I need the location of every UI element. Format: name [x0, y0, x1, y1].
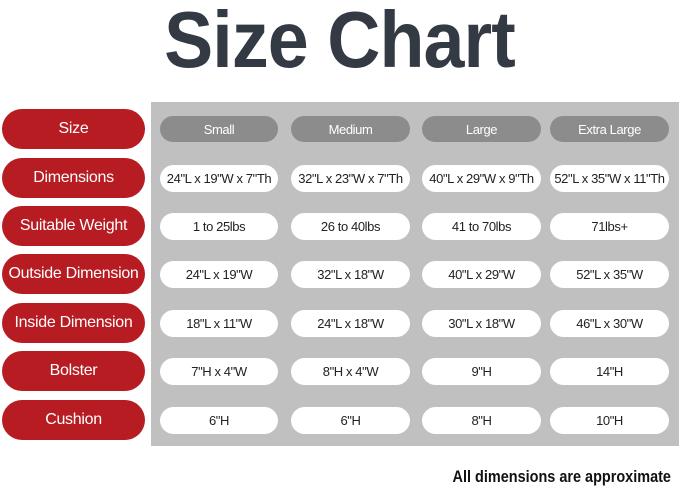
- table-cell: 32"L x 23"W x 7"Th: [291, 165, 410, 192]
- page-title: Size Chart: [164, 0, 516, 84]
- row-label: Size: [2, 109, 145, 149]
- table-cell: 1 to 25lbs: [160, 213, 278, 240]
- table-cell: 24"L x 19"W x 7"Th: [160, 165, 278, 192]
- table-cell: 7"H x 4"W: [160, 358, 278, 385]
- row-label: Cushion: [2, 400, 145, 440]
- table-cell: 32"L x 18"W: [291, 261, 410, 288]
- table-cell: 8"H x 4"W: [291, 358, 410, 385]
- table-cell: 40"L x 29"W x 9"Th: [422, 165, 541, 192]
- table-cell: 71lbs+: [550, 213, 669, 240]
- table-cell: 52"L x 35"W x 11"Th: [550, 165, 669, 192]
- table-cell: 40"L x 29"W: [422, 261, 541, 288]
- row-label: Dimensions: [2, 158, 145, 198]
- table-cell: 6"H: [291, 407, 410, 434]
- table-cell: 52"L x 35"W: [550, 261, 669, 288]
- row-label: Inside Dimension: [2, 303, 145, 343]
- row-label: Bolster: [2, 351, 145, 391]
- table-cell: 14"H: [550, 358, 669, 385]
- size-header: Extra Large: [550, 116, 669, 142]
- table-cell: 24"L x 18"W: [291, 310, 410, 337]
- table-cell: 26 to 40lbs: [291, 213, 410, 240]
- table-cell: 10"H: [550, 407, 669, 434]
- table-cell: 18"L x 11"W: [160, 310, 278, 337]
- size-header: Medium: [291, 116, 410, 142]
- table-cell: 30"L x 18"W: [422, 310, 541, 337]
- footer-note: All dimensions are approximate: [452, 467, 671, 486]
- table-cell: 46"L x 30"W: [550, 310, 669, 337]
- table-cell: 8"H: [422, 407, 541, 434]
- row-label: Outside Dimension: [2, 254, 145, 294]
- table-cell: 24"L x 19"W: [160, 261, 278, 288]
- table-cell: 9"H: [422, 358, 541, 385]
- size-header: Small: [160, 116, 278, 142]
- table-cell: 6"H: [160, 407, 278, 434]
- size-header: Large: [422, 116, 541, 142]
- row-label: Suitable Weight: [2, 206, 145, 246]
- table-cell: 41 to 70lbs: [422, 213, 541, 240]
